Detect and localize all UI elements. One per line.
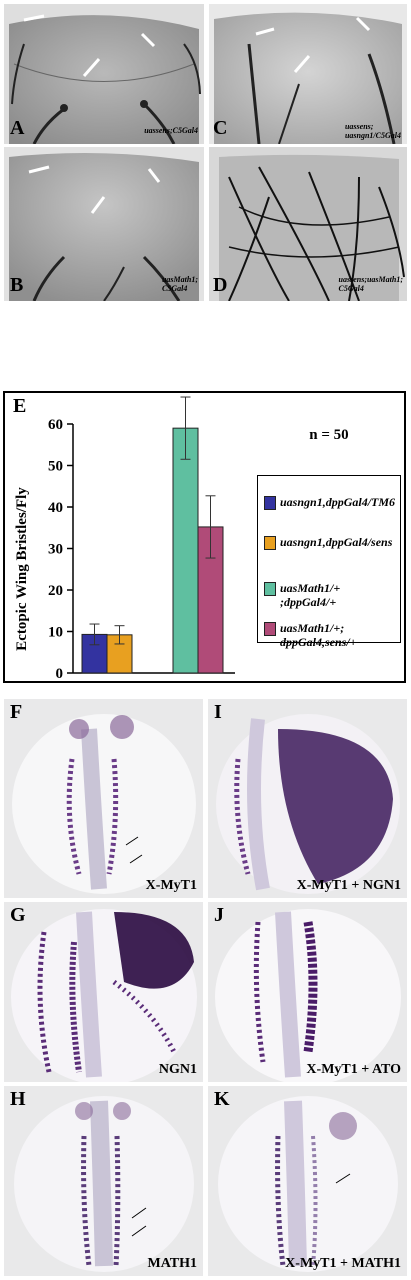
panel-b-image (4, 147, 204, 301)
legend-swatch (264, 622, 276, 636)
panel-b: B uasMath1; C5Gal4 (4, 147, 204, 301)
arrow-icon (131, 1225, 147, 1237)
y-tick-label: 20 (48, 583, 63, 599)
panel-h-image (4, 1086, 203, 1276)
panel-caption: MATH1 (147, 1256, 197, 1271)
panel-a: A uassens;C5Gal4 (4, 4, 204, 144)
panel-caption: X-MyT1 + ATO (306, 1062, 401, 1077)
y-tick-label: 60 (48, 417, 63, 433)
genotype-label: uassens;C5Gal4 (144, 126, 198, 135)
panel-label: A (10, 117, 25, 139)
panel-f: F X-MyT1 (4, 699, 203, 898)
arrow-icon (23, 14, 45, 22)
arrow-icon (255, 27, 275, 36)
arrow-icon (140, 32, 156, 48)
legend-swatch (264, 496, 276, 510)
legend-label: uasngn1,dppGal4/sens (280, 535, 398, 549)
legend-line: ;dppGal4/+ (280, 595, 337, 609)
legend-line: dppGal4,sens/+ (280, 635, 357, 649)
arrow-icon (335, 1173, 351, 1184)
y-tick-label: 10 (48, 625, 63, 641)
y-tick-label: 30 (48, 542, 63, 558)
bar (172, 427, 199, 674)
arrow-icon (131, 1207, 147, 1219)
bar-chart: Ectopic Wing Bristles/Fly n = 50 0 10 20 30… (14, 396, 349, 681)
panel-f-image (4, 699, 203, 898)
panel-c: C uassens; uasngn1/C5Gal4 (209, 4, 407, 144)
legend-label: uasMath1/+ ;dppGal4/+ (280, 581, 398, 609)
chart-legend: uasngn1,dppGal4/TM6 uasngn1,dppGal4/sens u… (257, 475, 401, 649)
legend-label: uasngn1,dppGal4/TM6 (280, 495, 398, 509)
arrow-icon (90, 196, 106, 214)
panel-g-image (4, 902, 203, 1082)
panel-label: G (10, 904, 26, 926)
panel-j-image (208, 902, 407, 1082)
legend-line: uasngn1,dppGal4/sens (280, 535, 393, 549)
panel-d-image (209, 147, 407, 301)
genotype-label: uasMath1; C5Gal4 (161, 275, 198, 293)
genotype-label: uassens;uasMath1; C5Gal4 (338, 275, 403, 293)
panel-caption: X-MyT1 + NGN1 (296, 878, 401, 893)
panel-label: J (214, 904, 224, 926)
arrow-icon (355, 16, 371, 32)
legend-line: uasMath1/+ (280, 581, 341, 595)
panel-label: I (214, 701, 222, 723)
y-tick-label: 40 (48, 500, 63, 516)
legend-line: uasngn1,dppGal4/TM6 (280, 495, 396, 509)
arrow-icon (82, 58, 101, 77)
panel-k-image (208, 1086, 407, 1276)
y-tick-label: 50 (48, 459, 63, 475)
arrow-icon (129, 854, 143, 864)
panel-label: H (10, 1088, 26, 1110)
panel-caption: X-MyT1 (145, 878, 197, 893)
panel-g: G NGN1 (4, 902, 203, 1082)
legend-swatch (264, 582, 276, 596)
y-tick-label: 0 (56, 666, 64, 681)
arrow-icon (125, 836, 139, 846)
panel-a-image (4, 4, 204, 144)
panel-d: D uassens;uasMath1; C5Gal4 (209, 147, 407, 301)
legend-label: uasMath1/+; dppGal4,sens/+ (280, 621, 398, 649)
panel-i: I X-MyT1 + NGN1 (208, 699, 407, 898)
panel-c-image (209, 4, 407, 144)
panel-label: B (10, 274, 24, 296)
panel-label: K (214, 1088, 230, 1110)
panel-label: E (13, 395, 27, 417)
legend-line: uasMath1/+; (280, 621, 345, 635)
panel-caption: NGN1 (158, 1062, 197, 1077)
genotype-label: uassens; uasngn1/C5Gal4 (344, 122, 401, 140)
n-annotation: n = 50 (309, 427, 348, 443)
panel-j: J X-MyT1 + ATO (208, 902, 407, 1082)
arrow-icon (293, 55, 311, 73)
panel-label: D (213, 274, 228, 296)
panel-label: F (10, 701, 23, 723)
panel-label: C (213, 117, 228, 139)
arrow-icon (28, 165, 50, 174)
panel-caption: X-MyT1 + MATH1 (285, 1256, 401, 1271)
legend-swatch (264, 536, 276, 550)
arrow-icon (147, 168, 161, 183)
y-axis-label: Ectopic Wing Bristles/Fly (14, 487, 30, 651)
panel-k: K X-MyT1 + MATH1 (208, 1086, 407, 1276)
panel-h: H MATH1 (4, 1086, 203, 1276)
panel-i-image (208, 699, 407, 898)
chart-panel-e: E Ectopic Wing Bristles/Fly n = 50 0 10 20… (3, 391, 406, 683)
